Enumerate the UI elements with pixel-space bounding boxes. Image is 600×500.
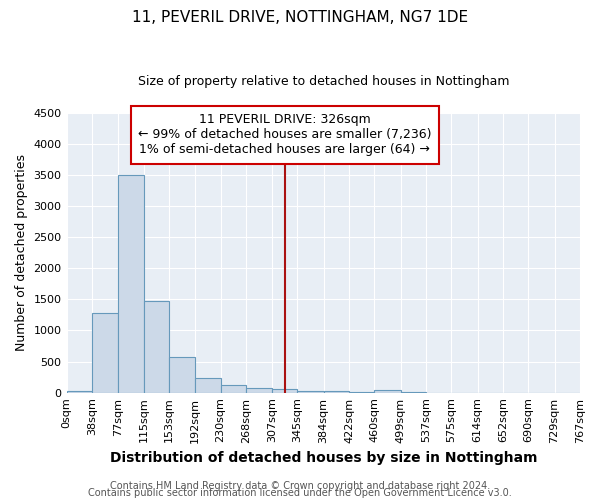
Bar — [246, 388, 272, 392]
Text: 11, PEVERIL DRIVE, NOTTINGHAM, NG7 1DE: 11, PEVERIL DRIVE, NOTTINGHAM, NG7 1DE — [132, 10, 468, 25]
Y-axis label: Number of detached properties: Number of detached properties — [15, 154, 28, 351]
Bar — [118, 175, 143, 392]
Bar — [323, 391, 349, 392]
X-axis label: Distribution of detached houses by size in Nottingham: Distribution of detached houses by size … — [110, 451, 537, 465]
Bar — [92, 313, 118, 392]
Title: Size of property relative to detached houses in Nottingham: Size of property relative to detached ho… — [137, 75, 509, 88]
Bar — [195, 378, 221, 392]
Bar — [272, 390, 298, 392]
Text: 11 PEVERIL DRIVE: 326sqm
← 99% of detached houses are smaller (7,236)
1% of semi: 11 PEVERIL DRIVE: 326sqm ← 99% of detach… — [138, 113, 431, 156]
Bar — [67, 391, 92, 392]
Bar — [143, 300, 169, 392]
Text: Contains public sector information licensed under the Open Government Licence v3: Contains public sector information licen… — [88, 488, 512, 498]
Bar — [374, 390, 401, 392]
Bar — [169, 356, 195, 392]
Bar — [221, 384, 246, 392]
Bar — [298, 391, 323, 392]
Text: Contains HM Land Registry data © Crown copyright and database right 2024.: Contains HM Land Registry data © Crown c… — [110, 481, 490, 491]
